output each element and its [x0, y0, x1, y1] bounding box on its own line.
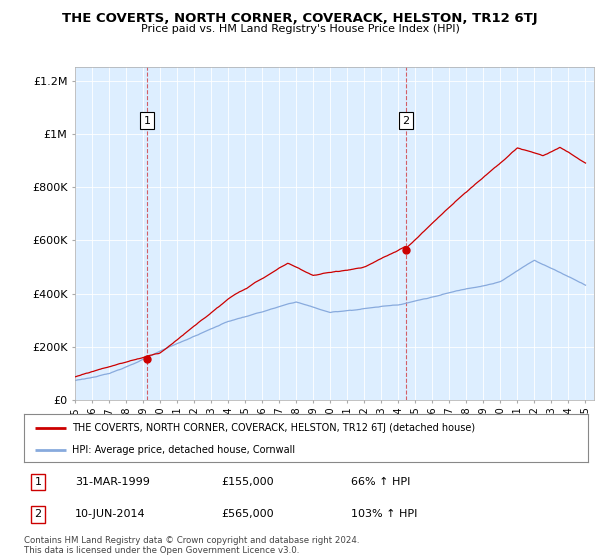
- Text: £155,000: £155,000: [221, 477, 274, 487]
- Text: 10-JUN-2014: 10-JUN-2014: [75, 509, 145, 519]
- Text: 103% ↑ HPI: 103% ↑ HPI: [351, 509, 418, 519]
- Text: 2: 2: [35, 509, 41, 519]
- Text: 1: 1: [35, 477, 41, 487]
- Text: Price paid vs. HM Land Registry's House Price Index (HPI): Price paid vs. HM Land Registry's House …: [140, 24, 460, 34]
- Text: 31-MAR-1999: 31-MAR-1999: [75, 477, 149, 487]
- Text: THE COVERTS, NORTH CORNER, COVERACK, HELSTON, TR12 6TJ: THE COVERTS, NORTH CORNER, COVERACK, HEL…: [62, 12, 538, 25]
- Text: 1: 1: [144, 115, 151, 125]
- Text: Contains HM Land Registry data © Crown copyright and database right 2024.
This d: Contains HM Land Registry data © Crown c…: [24, 536, 359, 556]
- Text: 2: 2: [402, 115, 409, 125]
- Text: THE COVERTS, NORTH CORNER, COVERACK, HELSTON, TR12 6TJ (detached house): THE COVERTS, NORTH CORNER, COVERACK, HEL…: [72, 423, 475, 433]
- Text: HPI: Average price, detached house, Cornwall: HPI: Average price, detached house, Corn…: [72, 445, 295, 455]
- Text: £565,000: £565,000: [221, 509, 274, 519]
- Text: 66% ↑ HPI: 66% ↑ HPI: [351, 477, 410, 487]
